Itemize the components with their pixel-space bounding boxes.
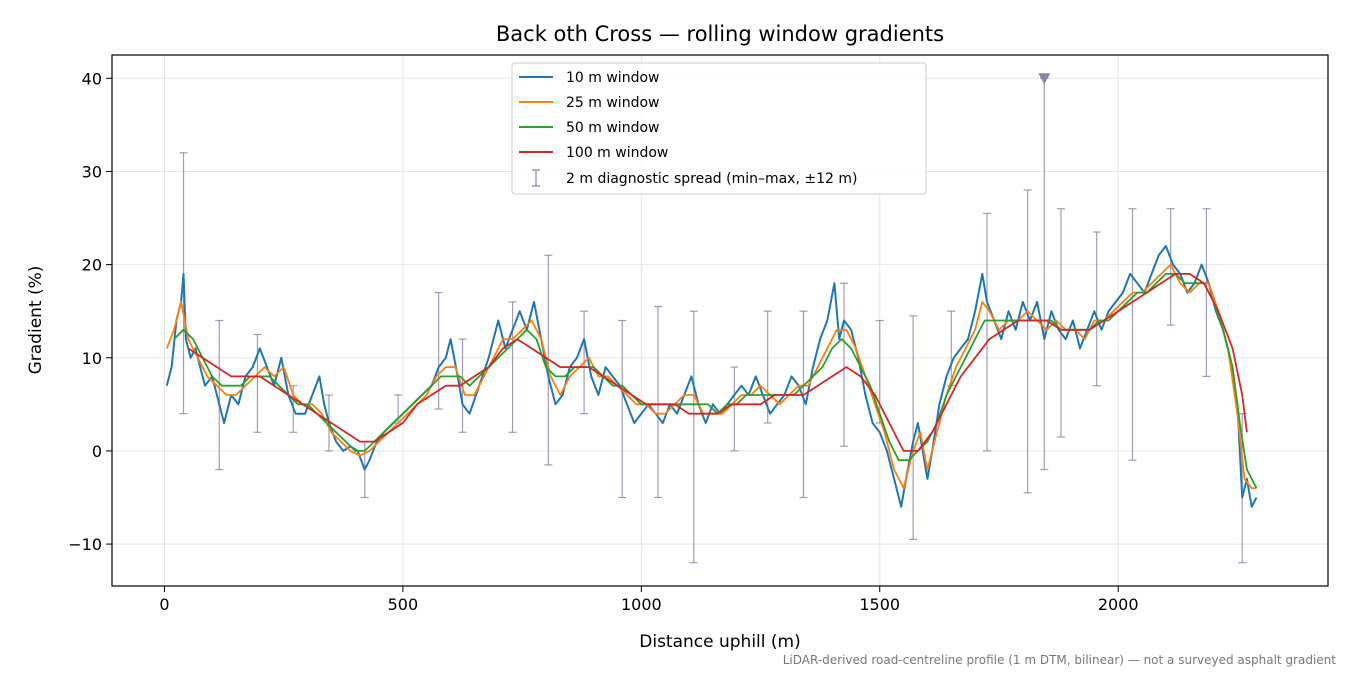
- errorbar: [508, 301, 517, 433]
- errorbar: [1128, 208, 1137, 461]
- series-line-1: [165, 245, 1258, 508]
- x-tick-label: 1500: [859, 595, 900, 614]
- plot-frame: [111, 54, 1329, 587]
- errorbar: [1023, 189, 1032, 494]
- legend-label-100m: 100 m window: [566, 145, 668, 161]
- legend-label-10m: 10 m window: [566, 70, 659, 86]
- y-axis-label: Gradient (%): [26, 266, 46, 375]
- y-tick-label: 30: [82, 162, 102, 181]
- errorbar: [909, 315, 918, 541]
- errorbar: [618, 319, 627, 499]
- x-tick-label: 2000: [1098, 595, 1139, 614]
- series-layer: [165, 245, 1258, 508]
- errorbar: [1056, 208, 1065, 438]
- errorbar: [1092, 231, 1101, 387]
- errorbar: [763, 310, 772, 424]
- errorbar: [983, 212, 992, 452]
- legend: 10 m window 25 m window 50 m window 100 …: [511, 62, 927, 195]
- errorbar: [1202, 208, 1211, 377]
- y-axis: −10 0 10 20 30 40: [68, 69, 112, 554]
- x-axis: 0 500 1000 1500 2000: [159, 586, 1139, 614]
- y-tick-label: −10: [68, 535, 102, 554]
- errorbar-clip-marker: [1038, 73, 1051, 85]
- x-tick-label: 0: [159, 595, 169, 614]
- errorbar-layer: [179, 73, 1247, 564]
- chart-title: Back oth Cross — rolling window gradient…: [496, 22, 944, 46]
- y-tick-label: 40: [82, 69, 102, 88]
- legend-box: [511, 62, 927, 195]
- legend-label-50m: 50 m window: [566, 120, 659, 136]
- errorbar: [253, 333, 262, 433]
- y-tick-label: 0: [92, 442, 102, 461]
- errorbar: [799, 310, 808, 499]
- legend-label-errorbar: 2 m diagnostic spread (min–max, ±12 m): [566, 171, 857, 187]
- y-tick-label: 20: [82, 256, 102, 275]
- errorbar: [654, 305, 663, 499]
- series-line-4: [187, 273, 1248, 452]
- y-tick-label: 10: [82, 349, 102, 368]
- errorbar: [689, 310, 698, 564]
- x-tick-label: 500: [388, 595, 419, 614]
- errorbar: [839, 282, 848, 447]
- x-tick-label: 1000: [621, 595, 662, 614]
- legend-label-25m: 25 m window: [566, 95, 659, 111]
- errorbar: [1166, 208, 1175, 326]
- errorbar: [730, 366, 739, 452]
- chart-caption: LiDAR-derived road-centreline profile (1…: [783, 653, 1337, 667]
- errorbar: [215, 319, 224, 471]
- x-axis-label: Distance uphill (m): [639, 632, 800, 652]
- legend-swatch-errorbar: [532, 169, 540, 187]
